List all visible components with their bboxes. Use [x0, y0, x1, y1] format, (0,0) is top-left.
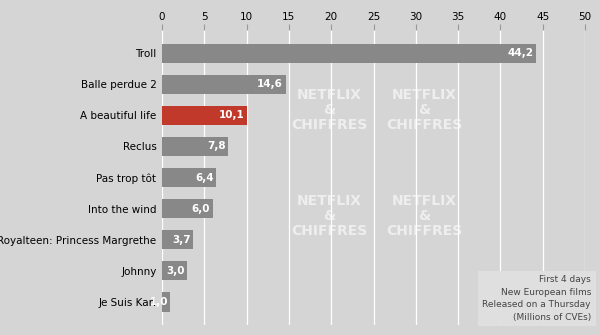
- Text: 3,7: 3,7: [172, 235, 191, 245]
- Bar: [162, 75, 286, 94]
- Text: NETFLIX
&
CHIFFRES: NETFLIX & CHIFFRES: [291, 88, 367, 132]
- Bar: [162, 261, 187, 280]
- Bar: [162, 168, 216, 187]
- Bar: [162, 44, 536, 63]
- Text: NETFLIX
&
CHIFFRES: NETFLIX & CHIFFRES: [386, 88, 463, 132]
- Text: First 4 days
New European films
Released on a Thursday
(Millions of CVEs): First 4 days New European films Released…: [482, 275, 591, 322]
- Text: 7,8: 7,8: [207, 141, 226, 151]
- Bar: [162, 106, 247, 125]
- Text: 44,2: 44,2: [508, 48, 533, 58]
- Text: NETFLIX
&
CHIFFRES: NETFLIX & CHIFFRES: [291, 194, 367, 238]
- Bar: [162, 199, 213, 218]
- Bar: [162, 230, 193, 249]
- Bar: [162, 137, 228, 156]
- Text: NETFLIX
&
CHIFFRES: NETFLIX & CHIFFRES: [386, 194, 463, 238]
- Text: 10,1: 10,1: [219, 110, 245, 120]
- Text: 6,4: 6,4: [195, 173, 214, 183]
- Text: 6,0: 6,0: [192, 204, 210, 214]
- Bar: [162, 292, 170, 312]
- Text: 1,0: 1,0: [149, 297, 168, 307]
- Text: 3,0: 3,0: [166, 266, 185, 276]
- Text: 14,6: 14,6: [257, 79, 283, 89]
